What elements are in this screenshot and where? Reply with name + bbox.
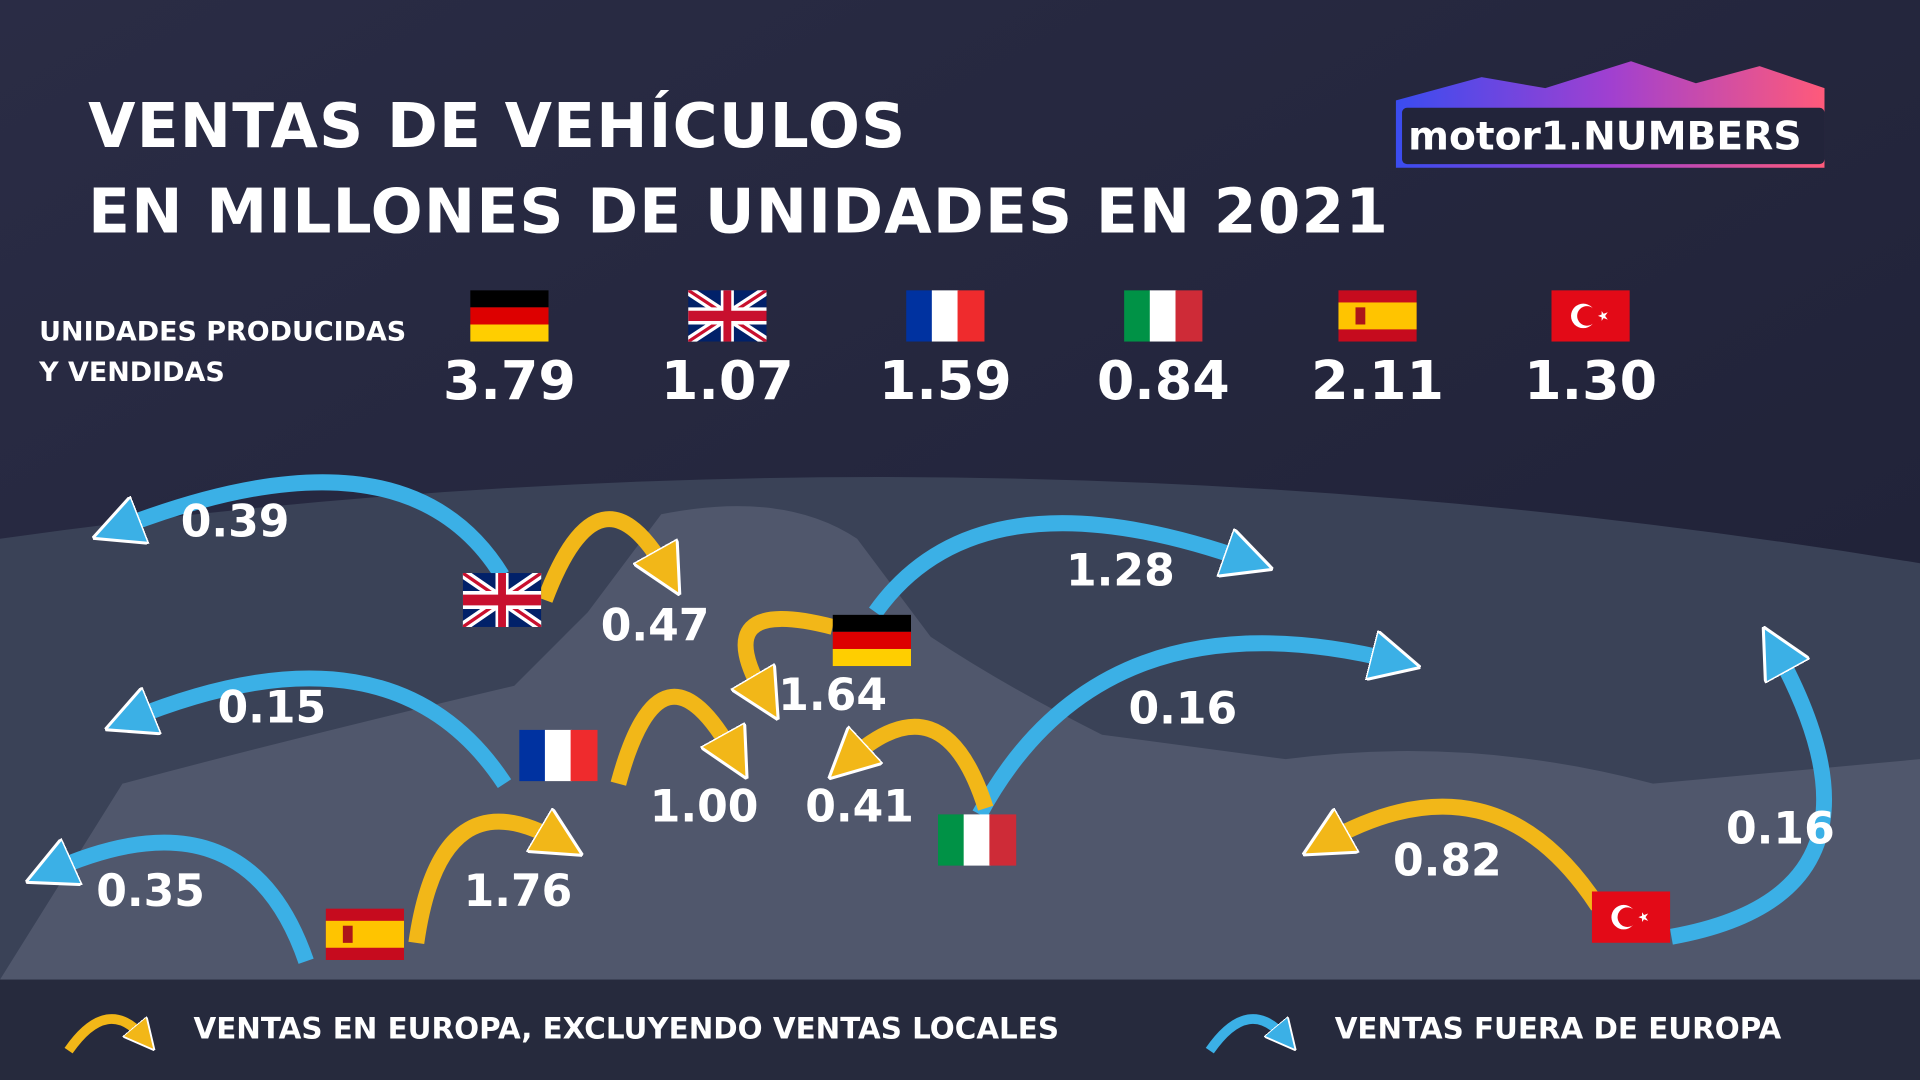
france-europe-value: 1.00 — [650, 782, 759, 833]
legend-bar — [0, 979, 1920, 1080]
de-outside-arrow — [869, 515, 1249, 617]
italy-total: 0.84 — [1097, 349, 1230, 412]
turkey-outside-value: 0.16 — [1726, 804, 1835, 855]
it-europe-arrow — [847, 718, 994, 811]
fr-europe-arrow — [610, 688, 734, 786]
tr-outside-arrow — [1670, 649, 1833, 945]
spain-europe-value: 1.76 — [464, 866, 573, 917]
spain-flag — [1338, 290, 1417, 342]
europe-arrow-icon — [64, 1014, 145, 1054]
uk-europe-value: 0.47 — [601, 600, 710, 651]
germany-flag — [470, 290, 549, 342]
fr-outside-arrow — [129, 670, 512, 789]
it-outside-arrow — [972, 643, 1396, 819]
legend-europe: VENTAS EN EUROPA, EXCLUYENDO VENTAS LOCA… — [193, 1011, 1059, 1045]
spain-outside-value: 0.35 — [96, 866, 205, 917]
turkey-europe-value: 0.82 — [1393, 836, 1502, 887]
turkey-flag — [1551, 290, 1630, 342]
title-line-1: VENTAS DE VEHÍCULOS — [88, 90, 906, 162]
spain-map-flag — [325, 908, 405, 960]
legend-outside: VENTAS FUERA DE EUROPA — [1335, 1011, 1782, 1045]
uk-outside-arrow — [116, 474, 509, 580]
uk-europe-arrow — [537, 511, 667, 603]
italy-flag — [1124, 290, 1203, 342]
tr-europe-arrow — [1325, 798, 1605, 911]
uk-map-flag — [463, 573, 541, 627]
germany-europe-value: 1.64 — [778, 670, 887, 721]
italy-europe-value: 0.41 — [805, 782, 914, 833]
uk-total: 1.07 — [661, 349, 794, 412]
de-europe-arrow — [746, 611, 835, 698]
italy-outside-value: 0.16 — [1128, 684, 1237, 735]
uk-outside-value: 0.39 — [181, 496, 290, 547]
france-total: 1.59 — [879, 349, 1012, 412]
germany-map-flag — [832, 614, 912, 667]
produced-label-2: Y VENDIDAS — [38, 357, 225, 388]
germany-outside-value: 1.28 — [1066, 545, 1175, 596]
turkey-map-flag — [1591, 891, 1671, 943]
italy-map-flag — [937, 814, 1017, 866]
title-line-2: EN MILLONES DE UNIDADES EN 2021 — [88, 177, 1389, 248]
france-map-flag — [519, 729, 598, 782]
turkey-total: 1.30 — [1524, 349, 1657, 412]
france-flag — [906, 290, 985, 342]
es-outside-arrow — [49, 834, 314, 964]
motor1-logo: motor1.NUMBERS — [1408, 114, 1801, 159]
france-outside-value: 0.15 — [217, 682, 326, 733]
spain-total: 2.11 — [1311, 349, 1444, 412]
outside-arrow-icon — [1205, 1014, 1286, 1054]
produced-label-1: UNIDADES PRODUCIDAS — [39, 316, 406, 347]
germany-total: 3.79 — [443, 349, 576, 412]
es-europe-arrow — [408, 822, 560, 944]
uk-flag — [688, 290, 766, 341]
